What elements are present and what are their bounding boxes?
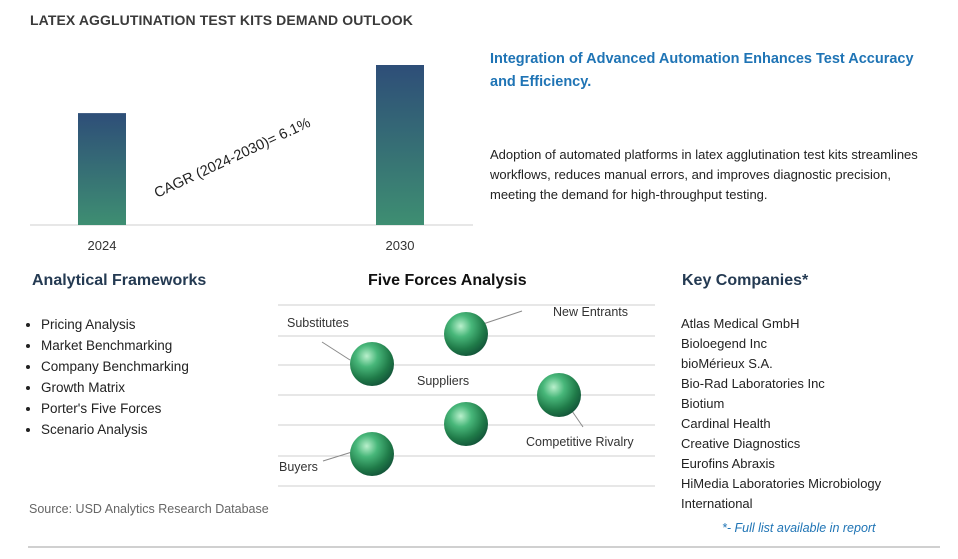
label-new-entrants: New Entrants (553, 305, 629, 319)
label-suppliers: Suppliers (417, 374, 470, 388)
highlight-description: Adoption of automated platforms in latex… (490, 147, 918, 202)
connector-substitutes (321, 341, 351, 361)
companies-heading: Key Companies* (682, 272, 809, 289)
sphere-competitive-rivalry (537, 373, 581, 417)
tick-label-group: 2024 2030 (88, 238, 415, 253)
tick-label-2024: 2024 (88, 238, 117, 253)
page-title: LATEX AGGLUTINATION TEST KITS DEMAND OUT… (30, 12, 413, 28)
cagr-annotation: CAGR (2024-2030)= 6.1% (152, 115, 313, 202)
bar-2024 (78, 113, 126, 225)
label-buyers: Buyers (279, 460, 318, 474)
list-item: Porter's Five Forces (41, 398, 189, 419)
highlight-headline: Integration of Advanced Automation Enhan… (490, 51, 914, 90)
list-item: Bioloegend Inc (681, 336, 768, 351)
list-item: Bio-Rad Laboratories Inc (681, 376, 825, 391)
list-item: Growth Matrix (41, 377, 189, 398)
list-item: Atlas Medical GmbH (681, 316, 800, 331)
list-item: Scenario Analysis (41, 419, 189, 440)
connector-buyers (322, 451, 353, 462)
list-item: Company Benchmarking (41, 356, 189, 377)
five-forces-heading: Five Forces Analysis (368, 272, 527, 289)
sphere-substitutes (350, 342, 394, 386)
list-item: International (681, 496, 753, 511)
bar-group (78, 65, 424, 225)
sphere-new-entrants (444, 312, 488, 356)
list-item: Cardinal Health (681, 416, 771, 431)
label-competitive-rivalry: Competitive Rivalry (526, 435, 634, 449)
frameworks-list: Pricing Analysis Market Benchmarking Com… (27, 314, 189, 440)
companies-note: *- Full list available in report (722, 521, 876, 535)
companies-list: Atlas Medical GmbH Bioloegend Inc bioMér… (681, 314, 921, 514)
sphere-suppliers (444, 402, 488, 446)
source-note: Source: USD Analytics Research Database (29, 502, 269, 516)
list-item: Market Benchmarking (41, 335, 189, 356)
list-item: Creative Diagnostics (681, 436, 801, 451)
list-item: Eurofins Abraxis (681, 456, 775, 471)
list-item: bioMérieux S.A. (681, 356, 773, 371)
list-item: Pricing Analysis (41, 314, 189, 335)
list-item: Biotium (681, 396, 725, 411)
bottom-divider (28, 546, 940, 548)
frameworks-heading: Analytical Frameworks (32, 272, 207, 289)
label-substitutes: Substitutes (287, 316, 349, 330)
sphere-buyers (350, 432, 394, 476)
bar-2030 (376, 65, 424, 225)
list-item: HiMedia Laboratories Microbiology (681, 476, 882, 491)
tick-label-2030: 2030 (386, 238, 415, 253)
